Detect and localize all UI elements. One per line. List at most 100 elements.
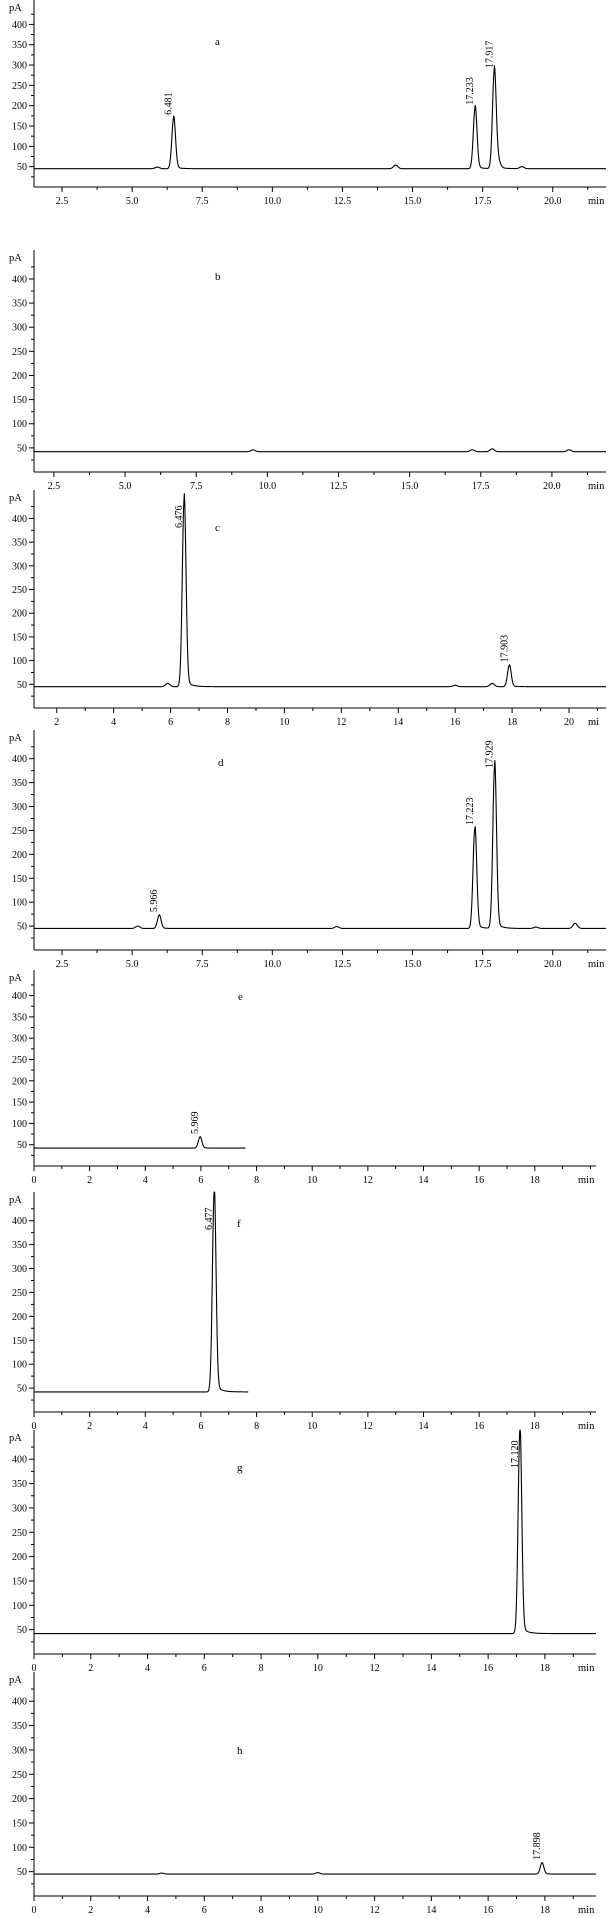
y-tick-label: 100 [12,898,27,909]
x-tick-label: 6 [202,1905,207,1916]
y-tick-label: 300 [12,561,27,572]
x-tick-label: 14 [426,1905,436,1916]
y-tick-label: 350 [12,40,27,51]
y-tick-label: 400 [12,1216,27,1227]
y-tick-label: 150 [12,1336,27,1347]
chromatogram-trace [33,1191,249,1393]
y-tick-label: 100 [12,656,27,667]
y-tick-label: 400 [12,20,27,31]
peak-label: 17.898 [532,1832,543,1860]
y-tick-label: 150 [12,1098,27,1109]
x-tick-label: 20.0 [544,196,562,207]
x-tick-label: 18 [540,1905,550,1916]
y-tick-label: 250 [12,1288,27,1299]
y-tick-label: 200 [12,101,27,112]
x-tick-label: 6 [202,1663,207,1674]
y-tick-label: 250 [12,1528,27,1539]
peak-label: 5.966 [149,890,160,913]
x-tick-label: 0 [32,1905,37,1916]
x-tick-label: 12.5 [330,481,348,492]
x-tick-label: 2.5 [48,481,61,492]
x-axis-unit-label: min [578,1905,595,1916]
chromatogram-trace [33,65,607,170]
y-tick-label: 400 [12,991,27,1002]
panel-letter: c [215,522,220,534]
y-tick-label: 200 [12,609,27,620]
chromatogram-panel-e: pA min 50 100 150 200 250 300 350 400 0 2 4 6 8 10 12 14 1… [9,970,596,1186]
x-tick-label: 8 [259,1905,264,1916]
x-tick-label: 6 [198,1421,203,1432]
y-tick-label: 250 [12,585,27,596]
x-tick-label: 16 [483,1905,493,1916]
y-tick-label: 50 [17,1867,27,1878]
x-tick-label: 10.0 [264,196,282,207]
y-axis-unit-label: pA [9,493,22,504]
y-tick-label: 400 [12,754,27,765]
peak-label: 17.233 [465,77,476,105]
x-tick-label: 16 [450,717,460,728]
chromatogram-panel-g: pA min 50 100 150 200 250 300 350 400 0 2 4 6 8 10 12 14 1… [9,1429,597,1674]
x-tick-label: 0 [32,1175,37,1186]
x-tick-label: 0 [32,1421,37,1432]
x-tick-label: 2 [88,1663,93,1674]
x-tick-label: 5.0 [126,196,139,207]
x-tick-label: 7.5 [196,196,209,207]
y-tick-label: 400 [12,274,27,285]
y-tick-label: 150 [12,395,27,406]
x-tick-label: 8 [259,1663,264,1674]
y-tick-label: 100 [12,1119,27,1130]
y-tick-label: 150 [12,122,27,133]
x-tick-label: 2 [88,1905,93,1916]
y-tick-label: 50 [17,922,27,933]
x-tick-label: 12.5 [334,959,352,970]
x-tick-label: 8 [254,1175,259,1186]
peak-label: 17.929 [485,741,496,768]
x-axis-unit-label: min [588,481,605,492]
x-tick-label: 18 [530,1175,540,1186]
chromatogram-trace [33,1861,597,1875]
y-tick-label: 200 [12,371,27,382]
chromatogram-trace [33,492,607,688]
y-tick-label: 400 [12,1697,27,1708]
x-tick-label: 7.5 [190,481,203,492]
peak-label: 6.476 [174,505,185,528]
peak-label: 6.477 [204,1207,215,1230]
chromatogram-trace [33,1429,597,1635]
chromatogram-panel-b: pA min 50 100 150 200 250 300 350 400 2.5 5.0 7.5 10.… [9,250,607,492]
y-axis-unit-label: pA [9,973,22,984]
x-tick-label: 6 [198,1175,203,1186]
y-tick-label: 150 [12,632,27,643]
x-tick-label: 18 [507,717,517,728]
x-tick-label: 18 [540,1663,550,1674]
panel-letter: h [237,1745,243,1757]
y-axis-unit-label: pA [9,253,22,264]
y-tick-label: 300 [12,1034,27,1045]
x-tick-label: 15.0 [404,196,422,207]
x-tick-label: 12 [336,717,346,728]
y-axis-unit-label: pA [9,1675,22,1686]
chromatogram-trace [33,448,607,453]
y-tick-label: 250 [12,826,27,837]
y-tick-label: 350 [12,1479,27,1490]
x-tick-label: 17.5 [474,196,492,207]
x-tick-label: 20.0 [544,959,562,970]
y-tick-label: 350 [12,778,27,789]
x-tick-label: 20 [564,717,574,728]
x-tick-label: 14 [426,1663,436,1674]
y-tick-label: 350 [12,538,27,549]
x-tick-label: 10 [279,717,289,728]
x-tick-label: 10.0 [259,481,277,492]
panel-letter: b [215,271,221,283]
x-tick-label: 5.0 [126,959,139,970]
x-tick-label: 17.5 [472,481,490,492]
x-axis-unit-label: min [578,1421,595,1432]
y-tick-label: 50 [17,162,27,173]
x-tick-label: 4 [143,1175,148,1186]
y-tick-label: 200 [12,1794,27,1805]
x-tick-label: 10 [307,1175,317,1186]
y-tick-label: 50 [17,680,27,691]
y-tick-label: 300 [12,61,27,72]
y-tick-label: 100 [12,142,27,153]
x-tick-label: 10 [313,1663,323,1674]
x-tick-label: 2.5 [56,959,69,970]
